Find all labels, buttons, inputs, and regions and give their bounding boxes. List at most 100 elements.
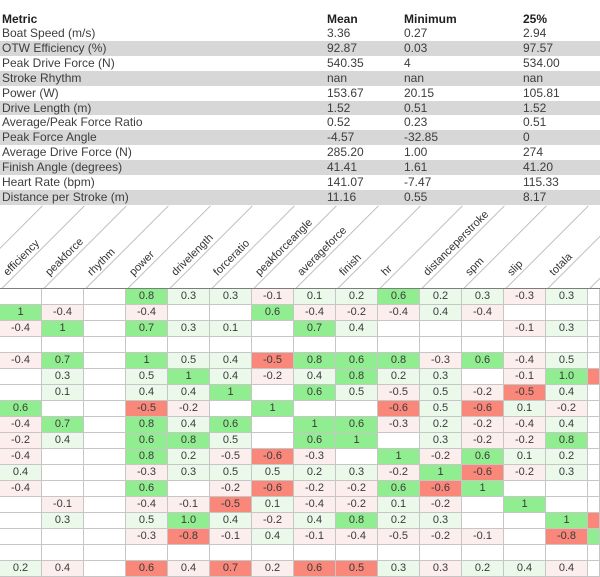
matrix-cell: -0.2 — [252, 369, 294, 385]
matrix-cell: 1 — [210, 385, 252, 401]
table-cell: 1.00 — [404, 145, 428, 160]
summary-table: Metric Mean Minimum 25% Boat Speed (m/s)… — [0, 12, 600, 205]
table-cell: nan — [521, 70, 600, 86]
table-cell: 41.20 — [521, 160, 600, 176]
matrix-cell — [84, 465, 126, 481]
matrix-cell: 0.7 — [294, 321, 336, 337]
matrix-cell: -0.6 — [462, 401, 504, 417]
matrix-cell — [210, 337, 252, 353]
table-cell: -32.85 — [402, 130, 521, 146]
matrix-cell — [42, 449, 84, 465]
matrix-cell: -0.2 — [168, 401, 210, 417]
matrix-cell: 0.4 — [168, 417, 210, 433]
matrix-cell: -0.2 — [462, 385, 504, 401]
matrix-cell: 0.6 — [378, 481, 420, 497]
matrix-cell: 0.3 — [210, 289, 252, 305]
matrix-cell — [546, 337, 588, 353]
matrix-cell — [336, 449, 378, 465]
table-row: Power (W) 153.67 20.15 105.81 — [0, 86, 600, 101]
matrix-cell: 0.2 — [420, 417, 462, 433]
matrix-cell — [210, 545, 252, 561]
matrix-cell: -0.6 — [420, 481, 462, 497]
matrix-cell: 0.8 — [126, 449, 168, 465]
matrix-cell: 0.4 — [252, 529, 294, 545]
matrix-cell — [84, 289, 126, 305]
matrix-cell — [420, 545, 462, 561]
col-header-25pct: 25% — [523, 12, 548, 26]
matrix-cell: -0.5 — [378, 529, 420, 545]
col-header-metric: Metric — [2, 12, 38, 26]
matrix-cell: -0.2 — [252, 513, 294, 529]
table-cell: 11.16 — [325, 189, 402, 205]
matrix-cell — [42, 401, 84, 417]
matrix-cell: -0.3 — [420, 353, 462, 369]
matrix-cell — [84, 545, 126, 561]
matrix-cell — [378, 433, 420, 449]
matrix-cell: 0.8 — [168, 433, 210, 449]
matrix-cell: -0.3 — [126, 529, 168, 545]
matrix-cell — [294, 337, 336, 353]
matrix-cell — [336, 337, 378, 353]
matrix-cell: 0.3 — [420, 369, 462, 385]
matrix-cell: 0.4 — [42, 561, 84, 577]
matrix-cell: 0.2 — [378, 369, 420, 385]
matrix-cell — [84, 417, 126, 433]
matrix-cell — [588, 481, 600, 497]
matrix-cell — [84, 369, 126, 385]
table-cell: 0.51 — [402, 100, 521, 116]
matrix-cell: 0.4 — [210, 369, 252, 385]
matrix-cell: 1 — [0, 305, 42, 321]
matrix-cell — [0, 529, 42, 545]
matrix-cell: -0.4 — [378, 305, 420, 321]
matrix-cell: -0.4 — [504, 417, 546, 433]
matrix-cell: 0.3 — [168, 321, 210, 337]
matrix-cell — [84, 385, 126, 401]
matrix-cell — [504, 337, 546, 353]
matrix-cell: 0.1 — [252, 497, 294, 513]
col-header-minimum: Minimum — [404, 12, 457, 26]
matrix-cell: -0.4 — [504, 353, 546, 369]
matrix-cell — [588, 289, 600, 305]
matrix-cell — [588, 465, 600, 481]
table-cell: nan — [402, 70, 521, 86]
table-cell: -7.47 — [404, 175, 432, 190]
matrix-cell: 0.1 — [294, 289, 336, 305]
matrix-cell: 0.8 — [126, 289, 168, 305]
matrix-cell: 0.7 — [42, 353, 84, 369]
matrix-cell: -0.5 — [210, 449, 252, 465]
matrix-cell: 0.5 — [126, 369, 168, 385]
matrix-cell: 1 — [420, 465, 462, 481]
matrix-cell: -0.3 — [504, 289, 546, 305]
matrix-cell — [42, 545, 84, 561]
matrix-cell — [0, 369, 42, 385]
matrix-cell — [504, 513, 546, 529]
matrix-cell — [420, 337, 462, 353]
matrix-cell — [588, 321, 600, 337]
matrix-cell: -0.5 — [252, 353, 294, 369]
matrix-cell: 0.4 — [294, 369, 336, 385]
matrix-cell: -0.2 — [336, 481, 378, 497]
matrix-cell — [462, 497, 504, 513]
table-cell: 0.51 — [523, 115, 547, 130]
matrix-cell: 0.3 — [546, 289, 588, 305]
matrix-cell — [0, 337, 42, 353]
matrix-cell — [378, 337, 420, 353]
table-cell: nan — [325, 70, 402, 86]
matrix-cell — [546, 305, 588, 321]
matrix-cell: 0.5 — [210, 433, 252, 449]
matrix-cell: 1.0 — [168, 513, 210, 529]
table-cell: Stroke Rhythm — [0, 70, 325, 86]
table-cell: 8.17 — [521, 189, 600, 205]
matrix-cell: -0.4 — [462, 305, 504, 321]
matrix-cell — [462, 369, 504, 385]
matrix-cell: 0.6 — [126, 561, 168, 577]
matrix-cell — [588, 369, 600, 385]
matrix-cell — [84, 321, 126, 337]
matrix-cell: 0.8 — [336, 513, 378, 529]
table-cell: 105.81 — [523, 85, 560, 100]
matrix-cell: 0.6 — [462, 449, 504, 465]
matrix-cell — [168, 337, 210, 353]
matrix-cell — [588, 417, 600, 433]
table-cell: 0.23 — [404, 115, 428, 130]
table-row: OTW Efficiency (%) 92.87 0.03 97.57 — [0, 40, 600, 56]
